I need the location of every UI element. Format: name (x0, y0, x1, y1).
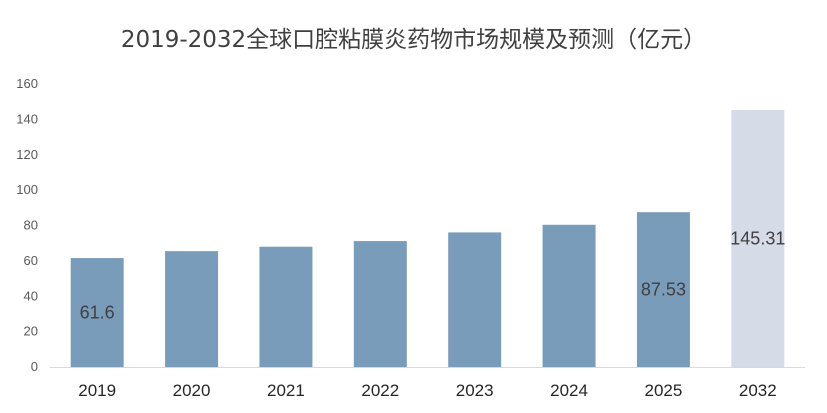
y-tick-label: 100 (16, 182, 38, 197)
x-tick-label: 2019 (78, 381, 116, 400)
chart-title: 2019-2032全球口腔粘膜炎药物市场规模及预测（亿元） (120, 27, 707, 53)
bars (70, 109, 785, 367)
y-tick-label: 60 (24, 253, 38, 268)
x-tick-label: 2032 (739, 381, 777, 400)
x-tick-label: 2022 (361, 381, 399, 400)
data-label-2032: 145.31 (730, 228, 785, 248)
x-tick-label: 2025 (645, 381, 683, 400)
x-tick-label: 2021 (267, 381, 305, 400)
x-tick-label: 2020 (173, 381, 211, 400)
y-tick-label: 160 (16, 76, 38, 91)
x-tick-label: 2023 (456, 381, 494, 400)
bar-2024 (542, 224, 596, 367)
y-tick-label: 120 (16, 147, 38, 162)
x-axis-ticks: 2019 2020 2021 2022 2023 2024 2025 2032 (78, 381, 776, 400)
y-tick-label: 20 (24, 324, 38, 339)
bar-2032 (731, 109, 785, 367)
bar-2022 (353, 241, 407, 367)
y-tick-label: 140 (16, 111, 38, 126)
bar-2025 (636, 212, 690, 367)
bar-2023 (448, 232, 502, 367)
bar-2021 (259, 246, 313, 367)
y-tick-label: 80 (24, 218, 38, 233)
bar-2020 (165, 251, 219, 367)
data-label-2019: 61.6 (80, 303, 115, 323)
y-tick-label: 0 (31, 359, 38, 374)
x-tick-label: 2024 (550, 381, 588, 400)
bar-2019 (70, 258, 124, 367)
data-labels: 61.6 87.53 145.31 (80, 228, 786, 322)
y-tick-label: 40 (24, 288, 38, 303)
data-label-2025: 87.53 (641, 280, 686, 300)
y-axis-ticks: 0 20 40 60 80 100 120 140 160 (16, 76, 38, 374)
